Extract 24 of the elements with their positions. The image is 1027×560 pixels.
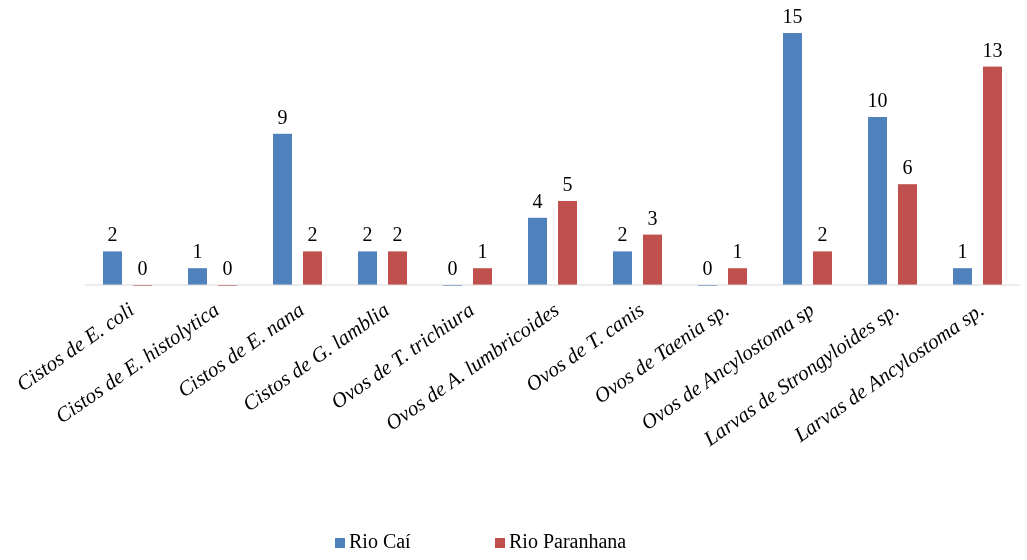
legend-label: Rio Caí bbox=[349, 530, 412, 552]
data-label: 0 bbox=[702, 257, 713, 279]
data-label: 2 bbox=[362, 223, 373, 246]
legend-label: Rio Paranhana bbox=[509, 530, 627, 552]
data-label: 0 bbox=[137, 257, 148, 279]
data-label: 13 bbox=[982, 38, 1003, 61]
data-label: 2 bbox=[307, 223, 318, 246]
data-label: 3 bbox=[647, 206, 658, 229]
data-label: 1 bbox=[477, 240, 488, 263]
data-label: 6 bbox=[902, 156, 913, 179]
data-label: 10 bbox=[867, 89, 888, 111]
data-label: 2 bbox=[107, 223, 118, 246]
data-label: 4 bbox=[532, 189, 543, 212]
data-label: 2 bbox=[617, 223, 628, 246]
data-label: 9 bbox=[277, 105, 288, 128]
data-label: 5 bbox=[562, 173, 573, 195]
data-label: 1 bbox=[732, 240, 743, 263]
data-label: 2 bbox=[392, 223, 403, 246]
data-label: 0 bbox=[447, 257, 458, 279]
data-label: 2 bbox=[817, 223, 828, 246]
data-label: 15 bbox=[782, 5, 803, 27]
data-label: 0 bbox=[222, 257, 233, 279]
data-label: 1 bbox=[957, 240, 968, 263]
data-label: 1 bbox=[192, 240, 203, 263]
